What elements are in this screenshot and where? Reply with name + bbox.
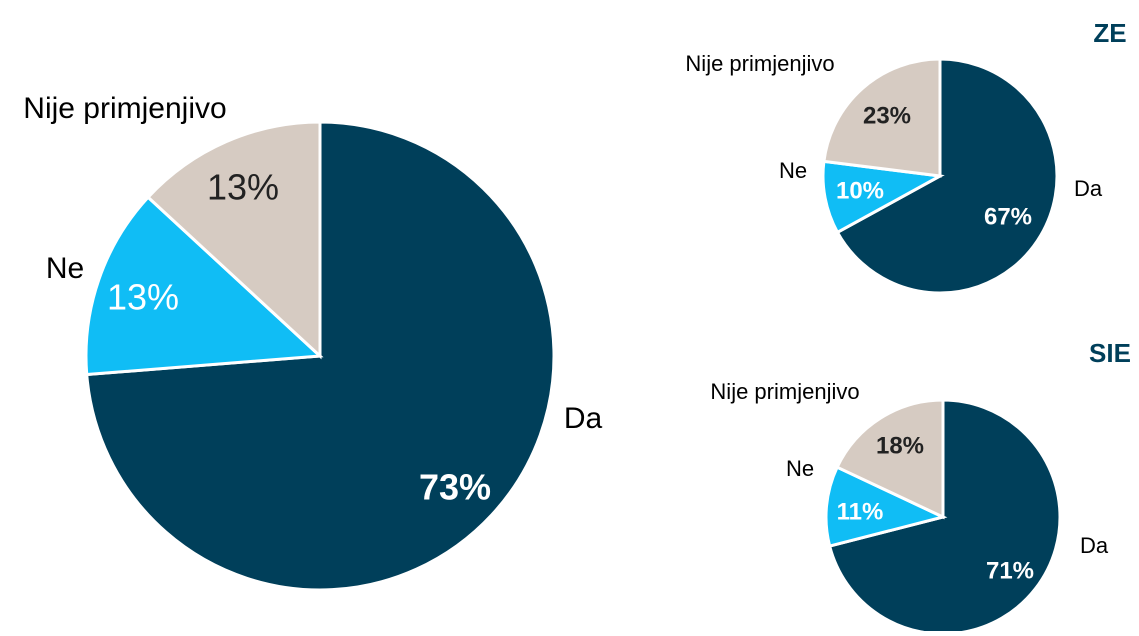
chart-title: SIE [1089, 338, 1131, 368]
slice-label: Nije primjenjivo [685, 51, 834, 76]
value-label: 13% [207, 167, 279, 208]
pie-slice [835, 57, 1059, 295]
value-label: 11% [837, 498, 884, 525]
pie-slice [84, 195, 324, 377]
value-label: 73% [419, 467, 491, 508]
pie-slice [835, 398, 945, 520]
slice-label: Da [1074, 176, 1103, 201]
value-label: 71% [986, 557, 1034, 584]
slice-label: Ne [46, 252, 84, 285]
value-label: 18% [876, 432, 924, 459]
pie-slice [145, 120, 322, 360]
slice-label: Da [1080, 533, 1109, 558]
slice-label: Nije primjenjivo [710, 379, 859, 404]
slice-label: Ne [779, 158, 807, 183]
value-label: 23% [863, 102, 911, 129]
slice-label: Nije primjenjivo [23, 92, 226, 125]
value-label: 13% [107, 277, 179, 318]
slice-label: Da [564, 402, 603, 435]
pie-slice [824, 465, 948, 548]
value-label: 10% [836, 177, 884, 204]
chart-title: ZE [1093, 18, 1126, 48]
slice-label: Ne [786, 456, 814, 481]
value-label: 67% [984, 203, 1032, 230]
pie-slice [822, 57, 942, 178]
